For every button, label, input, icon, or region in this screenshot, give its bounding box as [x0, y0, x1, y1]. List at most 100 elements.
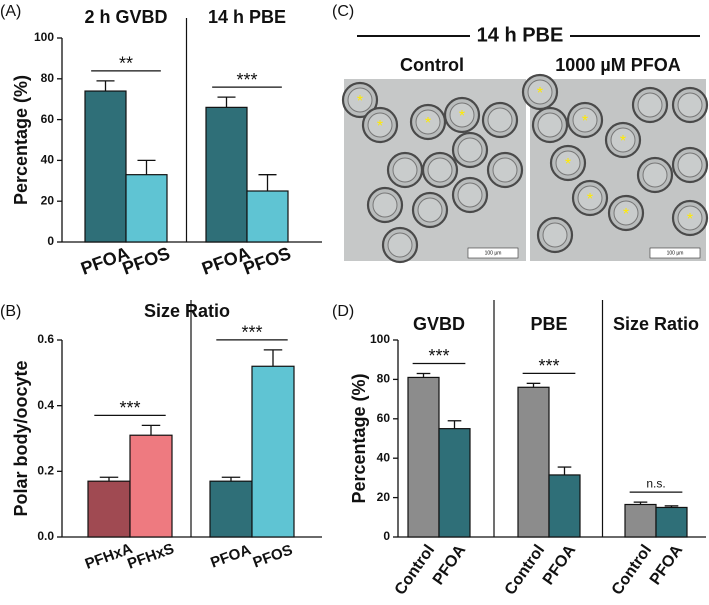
y-axis-label: Percentage (%) — [349, 373, 369, 503]
group-title: 2 h GVBD — [84, 7, 167, 27]
y-tick-label: 0.6 — [37, 332, 54, 346]
oocyte-inner — [449, 102, 475, 128]
significance-label: n.s. — [646, 476, 665, 490]
panel-label: (A) — [0, 3, 21, 20]
bar — [87, 480, 131, 538]
oocyte-inner — [487, 107, 513, 133]
panel-label: (D) — [332, 303, 354, 320]
y-axis-label: Polar body/oocyte — [11, 360, 31, 516]
oocyte-inner — [392, 157, 418, 183]
oocyte-inner — [572, 107, 598, 133]
panel-label: (C) — [332, 3, 354, 20]
oocyte-inner — [457, 137, 483, 163]
error-bar — [664, 505, 679, 508]
y-tick-label: 100 — [370, 332, 390, 346]
oocyte-inner — [372, 192, 398, 218]
y-tick-label: 0 — [47, 234, 54, 248]
title-bg — [470, 24, 570, 48]
marker-star: * — [582, 113, 588, 130]
oocyte-inner — [613, 200, 639, 226]
marker-star: * — [357, 93, 363, 110]
bar — [438, 428, 471, 538]
micrograph-panel: (C) 14 h PBE Control 1000 µM PFOA * * * * * *… — [332, 3, 709, 264]
oocyte-inner — [542, 222, 568, 248]
y-tick-label: 60 — [41, 112, 55, 126]
group-title: PBE — [530, 314, 567, 334]
bar — [209, 480, 253, 538]
y-tick-label: 0.2 — [37, 464, 54, 478]
oocyte-inner — [347, 87, 373, 113]
bar — [246, 190, 289, 243]
y-tick-label: 0.0 — [37, 529, 54, 543]
oocyte-inner — [457, 182, 483, 208]
error-bar — [137, 159, 156, 175]
error-bar — [217, 96, 236, 108]
bar — [251, 365, 295, 538]
scale-bar-label: 100 µm — [485, 250, 502, 256]
panel-title: 14 h PBE — [477, 24, 564, 46]
error-bar — [258, 174, 277, 191]
oocyte-inner — [677, 92, 703, 118]
x-tick-label: Control — [609, 542, 656, 598]
significance-label: *** — [236, 70, 257, 90]
y-tick-label: 40 — [377, 450, 391, 464]
significance-label: *** — [119, 398, 140, 418]
oocyte-inner — [642, 162, 668, 188]
error-bar — [99, 476, 119, 482]
panel-label: (B) — [0, 303, 21, 320]
x-tick-label: Control — [502, 542, 549, 598]
y-tick-label: 40 — [41, 153, 55, 167]
oocyte-inner — [555, 150, 581, 176]
x-tick-label: PFOA — [208, 541, 253, 571]
x-tick-label: PFOS — [251, 542, 295, 572]
oocyte-inner — [367, 112, 393, 138]
group-title: GVBD — [413, 314, 465, 334]
x-tick-label: PFOS — [120, 243, 173, 279]
image-label: 1000 µM PFOA — [555, 55, 680, 75]
marker-star: * — [587, 191, 593, 208]
significance-label: *** — [428, 346, 449, 366]
x-tick-label: PFOA — [540, 542, 580, 589]
error-bar — [416, 372, 431, 378]
image-label: Control — [400, 55, 464, 75]
marker-star: * — [565, 156, 571, 173]
x-tick-label: Control — [392, 542, 439, 598]
group-title: Size Ratio — [613, 314, 699, 334]
bar — [548, 474, 581, 538]
error-bar — [447, 420, 462, 429]
group-title: 14 h PBE — [208, 7, 286, 27]
error-bar — [221, 476, 241, 482]
oocyte-inner — [415, 109, 441, 135]
y-tick-label: 20 — [377, 490, 391, 504]
marker-star: * — [537, 85, 543, 102]
oocyte-inner — [387, 232, 413, 258]
y-tick-label: 80 — [41, 71, 55, 85]
significance-label: *** — [538, 356, 559, 376]
scale-bar — [467, 247, 519, 259]
bar — [624, 503, 657, 538]
x-tick-label: PFOA — [430, 542, 470, 589]
error-bar — [557, 466, 572, 475]
oocyte-inner — [637, 92, 663, 118]
scale-bar — [649, 247, 701, 259]
significance-label: ** — [119, 54, 133, 74]
y-tick-label: 60 — [377, 411, 391, 425]
oocyte-inner — [577, 185, 603, 211]
marker-star: * — [623, 206, 629, 223]
oocyte-inner — [417, 197, 443, 223]
x-tick-label: PFOS — [241, 243, 294, 279]
marker-star: * — [620, 133, 626, 150]
oocyte-inner — [677, 152, 703, 178]
marker-star: * — [425, 115, 431, 132]
bar — [125, 174, 168, 243]
scale-bar-label: 100 µm — [667, 250, 684, 256]
error-bar — [633, 501, 648, 505]
error-bar — [526, 382, 541, 388]
x-tick-label: PFOA — [647, 542, 687, 589]
marker-star: * — [687, 211, 693, 228]
y-tick-label: 0.4 — [37, 398, 54, 412]
chart-title: Size Ratio — [144, 301, 230, 321]
bar — [407, 376, 440, 538]
oocyte-inner — [427, 157, 453, 183]
